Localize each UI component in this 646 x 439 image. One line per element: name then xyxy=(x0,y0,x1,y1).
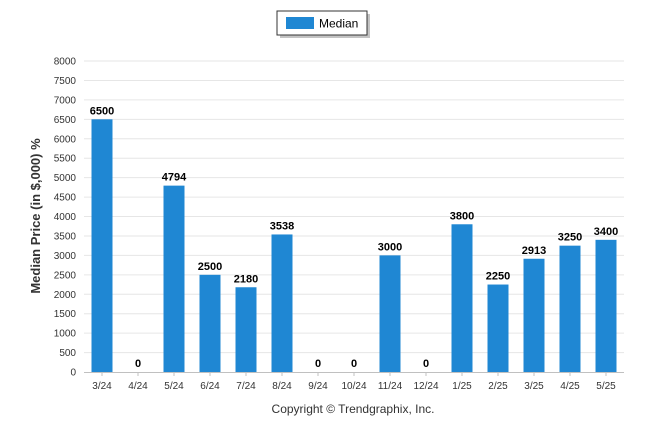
x-tick-label: 10/24 xyxy=(341,381,366,392)
y-tick-label: 5000 xyxy=(54,173,77,184)
data-label: 0 xyxy=(423,358,429,370)
bar[interactable] xyxy=(487,284,509,372)
x-tick-label: 6/24 xyxy=(200,381,220,392)
y-tick-label: 6500 xyxy=(54,115,77,126)
data-label: 2913 xyxy=(522,245,546,257)
data-labels: 6500 0 4794 2500 2180 3538 0 0 3000 0 3800 2250 2913… xyxy=(90,105,618,370)
bars xyxy=(91,119,617,372)
y-tick-label: 1000 xyxy=(54,329,77,340)
x-tick-label: 2/25 xyxy=(488,381,508,392)
x-tick-label: 12/24 xyxy=(413,381,438,392)
x-tick-labels: 3/24 4/24 5/24 6/24 7/24 8/24 9/24 10/24 11/24 12… xyxy=(92,381,616,392)
y-axis-label: Median Price (in $,000) % xyxy=(28,138,43,294)
data-label: 2250 xyxy=(486,271,510,283)
y-tick-label: 500 xyxy=(59,348,76,359)
legend-swatch xyxy=(286,17,314,29)
data-label: 4794 xyxy=(162,172,187,184)
y-tick-label: 6000 xyxy=(54,134,77,145)
y-tick-label: 4000 xyxy=(54,212,77,223)
y-tick-labels: 0 500 1000 1500 2000 2500 3000 3500 4000 4500 5000… xyxy=(54,57,77,379)
y-tick-label: 5500 xyxy=(54,154,77,165)
data-label: 3400 xyxy=(594,226,618,238)
bar[interactable] xyxy=(235,287,257,372)
bar[interactable] xyxy=(163,185,185,372)
data-label: 3800 xyxy=(450,210,474,222)
x-tick-label: 1/25 xyxy=(452,381,472,392)
data-label: 6500 xyxy=(90,105,114,117)
y-tick-label: 8000 xyxy=(54,57,77,68)
y-tick-label: 3000 xyxy=(54,251,77,262)
data-label: 0 xyxy=(315,358,321,370)
x-tick-label: 3/24 xyxy=(92,381,112,392)
x-tick-label: 7/24 xyxy=(236,381,256,392)
y-tick-label: 4500 xyxy=(54,193,77,204)
axes xyxy=(84,372,624,376)
bar[interactable] xyxy=(91,119,113,372)
data-label: 0 xyxy=(351,358,357,370)
data-label: 3250 xyxy=(558,232,582,244)
x-tick-label: 11/24 xyxy=(378,381,403,392)
x-tick-label: 8/24 xyxy=(272,381,292,392)
x-tick-label: 4/24 xyxy=(128,381,148,392)
y-tick-label: 3500 xyxy=(54,231,77,242)
data-label: 3538 xyxy=(270,220,294,232)
x-tick-label: 3/25 xyxy=(524,381,544,392)
data-label: 2180 xyxy=(234,273,258,285)
y-tick-label: 2000 xyxy=(54,290,77,301)
legend-label: Median xyxy=(319,17,358,31)
bar[interactable] xyxy=(523,258,545,372)
x-tick-label: 4/25 xyxy=(560,381,580,392)
y-tick-label: 7500 xyxy=(54,76,77,87)
data-label: 3000 xyxy=(378,241,402,253)
bar[interactable] xyxy=(379,255,401,372)
x-tick-label: 9/24 xyxy=(308,381,328,392)
bar[interactable] xyxy=(199,274,221,372)
y-tick-label: 7000 xyxy=(54,95,77,106)
copyright-text: Copyright © Trendgraphix, Inc. xyxy=(272,402,435,416)
y-tick-label: 0 xyxy=(70,368,76,379)
bar[interactable] xyxy=(451,224,473,372)
bar[interactable] xyxy=(559,245,581,372)
y-tick-label: 1500 xyxy=(54,309,77,320)
y-tick-label: 2500 xyxy=(54,270,77,281)
x-tick-label: 5/24 xyxy=(164,381,184,392)
data-label: 0 xyxy=(135,358,141,370)
bar[interactable] xyxy=(595,239,617,372)
data-label: 2500 xyxy=(198,261,222,273)
x-tick-label: 5/25 xyxy=(596,381,616,392)
bar[interactable] xyxy=(271,234,293,372)
legend[interactable]: Median xyxy=(276,10,370,38)
